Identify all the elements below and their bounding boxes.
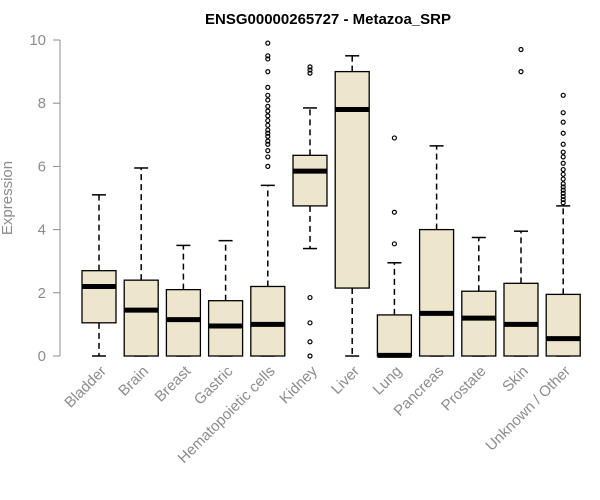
box-iqr bbox=[503, 282, 539, 357]
outlier-point bbox=[560, 181, 566, 187]
y-tick-label: 0 bbox=[38, 348, 46, 365]
outlier-point bbox=[560, 110, 566, 116]
outlier-point bbox=[560, 184, 566, 190]
y-axis: 0 2 4 6 8 10 bbox=[29, 32, 61, 365]
outlier-point bbox=[560, 196, 566, 203]
outlier-point bbox=[307, 294, 313, 301]
x-tick-label: Bladder bbox=[61, 363, 110, 412]
box-iqr bbox=[123, 279, 159, 357]
outlier-point bbox=[391, 135, 397, 141]
outlier-point bbox=[307, 339, 313, 345]
box-group-6 bbox=[334, 55, 370, 357]
outlier-point bbox=[560, 193, 566, 200]
outlier-point bbox=[391, 209, 397, 215]
outlier-point bbox=[391, 241, 397, 247]
outlier-point bbox=[265, 97, 271, 103]
outlier-point bbox=[560, 200, 566, 206]
y-tick-label: 2 bbox=[38, 285, 46, 302]
outlier-point bbox=[560, 190, 566, 196]
outlier-point bbox=[265, 127, 271, 133]
box-iqr bbox=[334, 70, 370, 289]
y-tick-label: 4 bbox=[38, 222, 46, 239]
box-group-4 bbox=[250, 40, 286, 357]
box-group-8 bbox=[418, 145, 455, 357]
outlier-point bbox=[265, 84, 271, 91]
x-tick-label: Liver bbox=[328, 363, 363, 398]
outlier-point bbox=[560, 176, 566, 182]
outlier-point bbox=[560, 119, 566, 125]
outlier-point bbox=[265, 148, 271, 154]
outlier-point bbox=[560, 187, 566, 193]
outlier-point bbox=[265, 56, 271, 62]
outlier-point bbox=[560, 154, 566, 160]
chart-title: ENSG00000265727 - Metazoa_SRP bbox=[205, 11, 451, 28]
box-iqr bbox=[376, 314, 413, 357]
outlier-point bbox=[265, 130, 271, 136]
box-iqr bbox=[250, 285, 286, 357]
outlier-point bbox=[265, 103, 271, 109]
box-iqr bbox=[545, 293, 581, 357]
outlier-point bbox=[307, 70, 313, 76]
x-tick-label: Kidney bbox=[276, 362, 321, 407]
x-tick-label: Prostate bbox=[438, 363, 490, 415]
outlier-point bbox=[265, 117, 271, 124]
box-iqr bbox=[165, 288, 202, 357]
outlier-point bbox=[265, 68, 271, 75]
box-group-10 bbox=[503, 46, 539, 357]
x-tick-label: Brain bbox=[115, 363, 152, 400]
outlier-point bbox=[265, 133, 271, 139]
outlier-point bbox=[307, 64, 313, 70]
box-group-0 bbox=[81, 194, 117, 357]
outlier-point bbox=[560, 130, 566, 136]
box-iqr bbox=[418, 228, 455, 357]
boxes-layer bbox=[81, 40, 581, 359]
box-group-1 bbox=[123, 167, 159, 357]
outlier-point bbox=[560, 92, 566, 98]
box-group-9 bbox=[461, 236, 497, 357]
outlier-point bbox=[560, 149, 566, 155]
x-tick-label: Skin bbox=[499, 363, 532, 396]
outlier-point bbox=[560, 166, 566, 173]
box-group-7 bbox=[376, 135, 413, 358]
outlier-point bbox=[265, 141, 271, 147]
outlier-point bbox=[518, 68, 524, 75]
outlier-point bbox=[265, 138, 271, 144]
y-axis-label: Expression bbox=[0, 161, 16, 235]
y-tick-label: 8 bbox=[38, 95, 46, 112]
outlier-point bbox=[265, 108, 271, 114]
outlier-point bbox=[560, 141, 566, 147]
box-iqr bbox=[292, 154, 328, 207]
y-tick-label: 10 bbox=[29, 32, 46, 49]
box-iqr bbox=[461, 290, 497, 357]
outlier-point bbox=[265, 154, 271, 160]
outlier-point bbox=[265, 122, 271, 128]
box-group-5 bbox=[292, 64, 328, 359]
outlier-point bbox=[265, 113, 271, 119]
box-group-11 bbox=[545, 92, 581, 357]
y-tick-label: 6 bbox=[38, 158, 46, 175]
outlier-point bbox=[265, 92, 271, 98]
box-iqr bbox=[81, 270, 117, 324]
outlier-point bbox=[560, 160, 566, 166]
x-tick-label: Lung bbox=[370, 363, 406, 399]
outlier-point bbox=[560, 171, 566, 177]
outlier-point bbox=[307, 353, 313, 359]
outlier-point bbox=[307, 320, 313, 326]
outlier-point bbox=[307, 67, 313, 73]
outlier-point bbox=[265, 163, 271, 169]
box-group-3 bbox=[207, 239, 244, 357]
outlier-point bbox=[265, 40, 271, 46]
outlier-point bbox=[265, 53, 271, 59]
outlier-point bbox=[518, 46, 524, 53]
x-tick-label: Breast bbox=[152, 362, 195, 405]
box-group-2 bbox=[165, 244, 202, 357]
